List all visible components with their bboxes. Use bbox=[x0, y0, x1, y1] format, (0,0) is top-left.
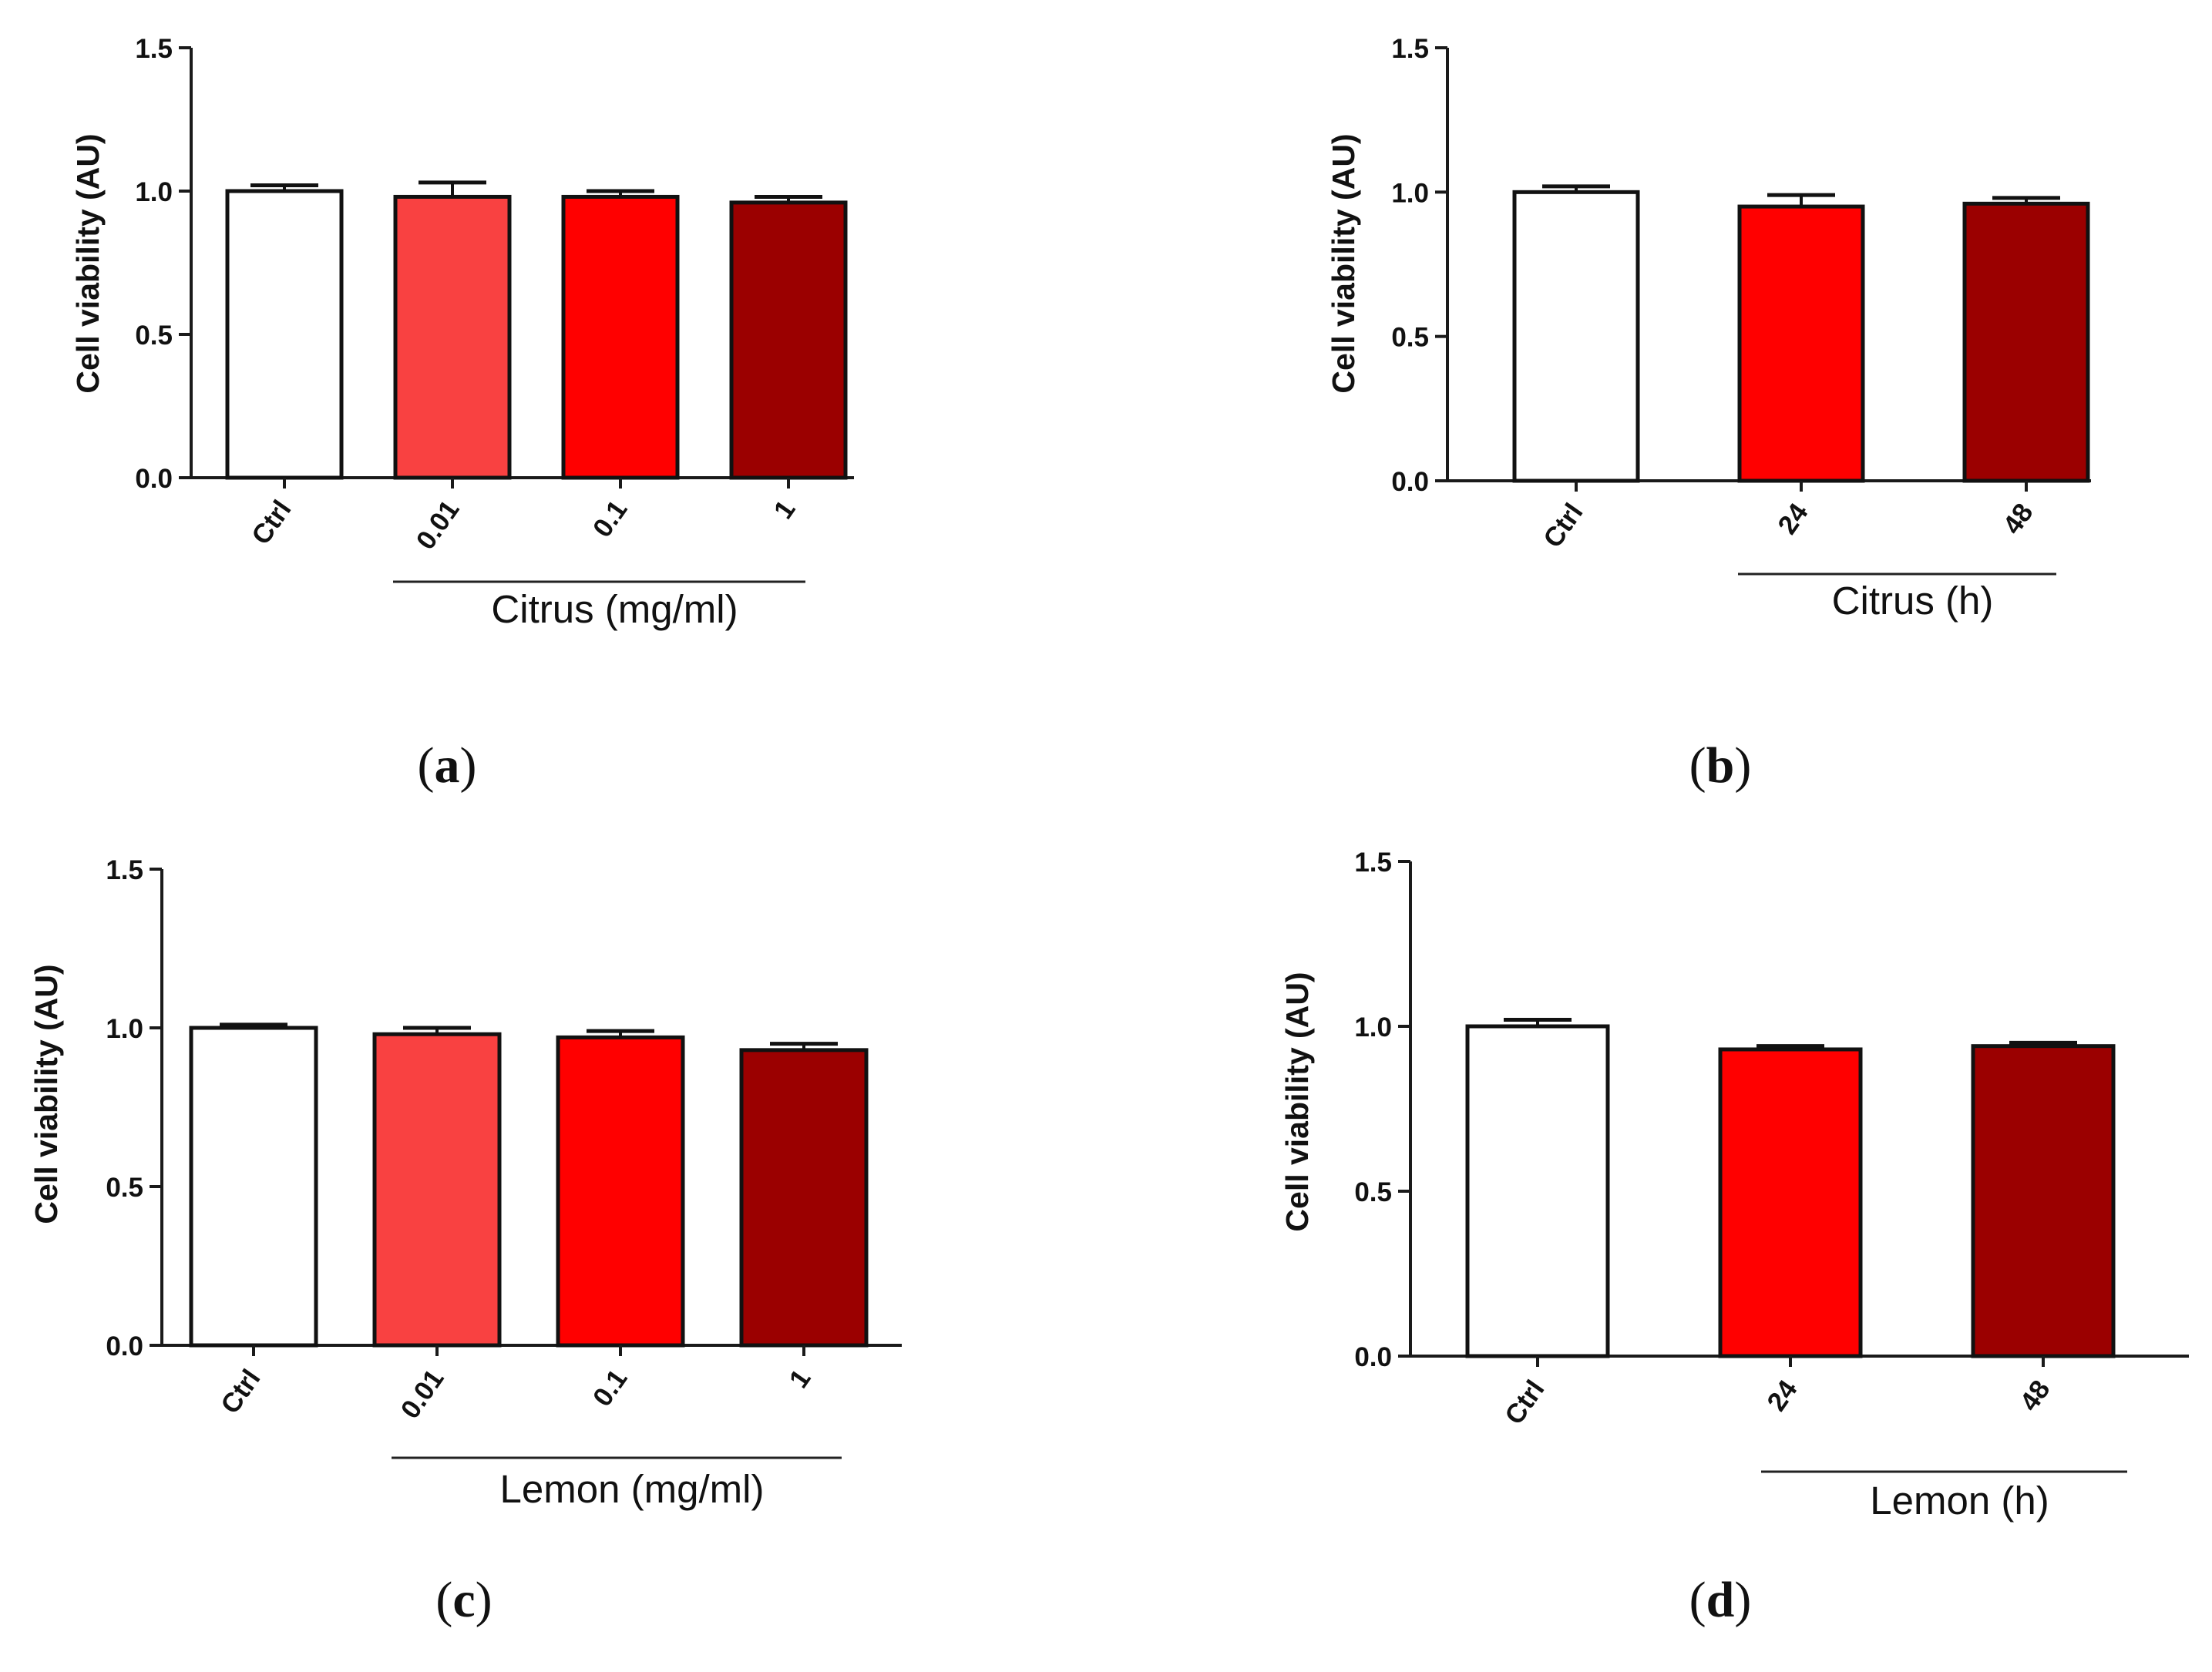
bar bbox=[739, 1048, 869, 1348]
y-tick-label: 0.5 bbox=[106, 1173, 143, 1203]
panel-label: (b) bbox=[1689, 737, 1752, 794]
x-tick-label: 0.1 bbox=[587, 1364, 634, 1412]
x-tick-label: Ctrl bbox=[1499, 1375, 1551, 1430]
x-tick-label: 0.01 bbox=[411, 495, 466, 555]
group-label: Citrus (mg/ml) bbox=[491, 587, 738, 631]
x-tick-label: 1 bbox=[768, 495, 801, 524]
bar bbox=[1971, 1044, 2116, 1358]
chart-panel-b: 0.0 0.5 1.0 1.5 Cell viability (AU) Ctrl 24 48C… bbox=[1326, 34, 2091, 794]
bar bbox=[225, 189, 344, 480]
x-tick-label: 48 bbox=[1997, 498, 2039, 539]
y-tick-label: 1.5 bbox=[1354, 848, 1392, 878]
panel-label: (a) bbox=[418, 737, 477, 794]
y-tick-label: 0.0 bbox=[1391, 467, 1429, 497]
y-axis-title: Cell viability (AU) bbox=[70, 133, 106, 393]
y-axis-title: Cell viability (AU) bbox=[1326, 133, 1361, 393]
bar bbox=[393, 194, 512, 480]
bar bbox=[1465, 1024, 1610, 1358]
group-label: Citrus (h) bbox=[1832, 579, 1994, 623]
x-tick-label: 24 bbox=[1772, 498, 1814, 540]
group-label: Lemon (h) bbox=[1870, 1479, 2049, 1523]
y-tick-label: 0.5 bbox=[1354, 1177, 1392, 1207]
bar bbox=[1718, 1047, 1863, 1358]
y-tick-label: 1.5 bbox=[135, 34, 173, 64]
panel-letter: a bbox=[435, 737, 460, 794]
bar bbox=[1962, 201, 2090, 483]
bar bbox=[189, 1026, 318, 1348]
y-tick-label: 0.0 bbox=[135, 464, 173, 494]
bar bbox=[729, 200, 848, 480]
y-tick-label: 0.5 bbox=[135, 321, 173, 351]
y-tick-label: 1.0 bbox=[106, 1014, 143, 1044]
x-tick-label: Ctrl bbox=[246, 495, 298, 550]
x-tick-label: 24 bbox=[1761, 1375, 1804, 1417]
panel-label: (d) bbox=[1689, 1572, 1752, 1628]
panel-letter: b bbox=[1706, 737, 1735, 794]
y-tick-label: 1.5 bbox=[106, 855, 143, 885]
x-tick-label: Ctrl bbox=[215, 1364, 267, 1419]
bar bbox=[372, 1032, 502, 1348]
x-tick-label: 0.1 bbox=[587, 495, 634, 542]
y-tick-label: 0.0 bbox=[1354, 1342, 1392, 1372]
bar bbox=[1512, 190, 1640, 483]
y-tick-label: 0.0 bbox=[106, 1331, 143, 1361]
chart-panel-a: 0.0 0.5 1.0 1.5 Cell viability (AU) Ctrl 0.01 0… bbox=[70, 34, 854, 794]
group-label: Lemon (mg/ml) bbox=[500, 1467, 765, 1511]
y-tick-label: 1.5 bbox=[1391, 34, 1429, 64]
y-tick-label: 1.0 bbox=[1391, 178, 1429, 208]
chart-panel-d: 0.0 0.5 1.0 1.5 Cell viability (AU) Ctrl 24 48 L… bbox=[1279, 848, 2189, 1628]
y-tick-label: 0.5 bbox=[1391, 323, 1429, 353]
bar bbox=[561, 194, 680, 480]
y-tick-label: 1.0 bbox=[1354, 1012, 1392, 1042]
x-tick-label: 48 bbox=[2014, 1375, 2056, 1416]
y-tick-label: 1.0 bbox=[135, 177, 173, 207]
panel-letter: d bbox=[1706, 1572, 1735, 1628]
x-tick-label: 0.01 bbox=[395, 1364, 450, 1424]
panel-letter: c bbox=[452, 1572, 475, 1628]
x-tick-label: Ctrl bbox=[1538, 498, 1589, 553]
y-axis-title: Cell viability (AU) bbox=[29, 964, 64, 1224]
chart-panel-c: 0.0 0.5 1.0 1.5 Cell viability (AU) Ctrl 0.01 0… bbox=[29, 855, 902, 1628]
bar bbox=[556, 1035, 685, 1348]
x-tick-label: 1 bbox=[783, 1364, 816, 1393]
panel-label: (c) bbox=[435, 1572, 492, 1628]
y-axis-title: Cell viability (AU) bbox=[1279, 972, 1315, 1231]
bar bbox=[1737, 204, 1865, 483]
